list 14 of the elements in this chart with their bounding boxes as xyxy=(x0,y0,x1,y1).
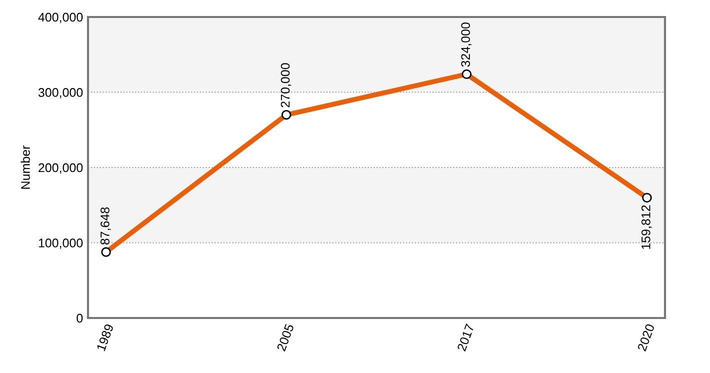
x-tick-label: 2020 xyxy=(637,323,655,352)
x-tick-label: 2005 xyxy=(276,323,294,352)
data-label: 270,000 xyxy=(280,63,292,108)
data-label: 159,812 xyxy=(641,205,652,249)
data-label: 324,000 xyxy=(461,22,472,67)
y-tick-label: 0 xyxy=(76,314,83,323)
y-tick-label: 100,000 xyxy=(38,238,83,249)
x-tick-label: 1989 xyxy=(96,324,114,352)
y-tick-label: 400,000 xyxy=(38,12,83,24)
y-tick-label: 300,000 xyxy=(38,88,83,98)
x-tick-label: 2017 xyxy=(456,324,474,352)
y-tick-label: 200,000 xyxy=(38,163,83,174)
y-axis-title: Number xyxy=(20,145,30,189)
data-label: 87,648 xyxy=(100,207,111,245)
